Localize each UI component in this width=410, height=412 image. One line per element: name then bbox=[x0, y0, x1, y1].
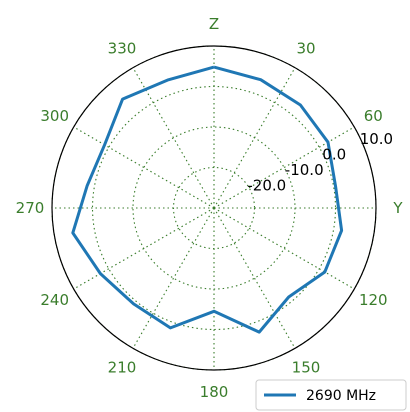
legend: 2690 MHz bbox=[255, 379, 407, 411]
polar-grid bbox=[51, 45, 377, 371]
angle-tick-label: 120 bbox=[359, 291, 388, 309]
legend-label: 2690 MHz bbox=[306, 388, 376, 404]
angular-grid-line bbox=[73, 126, 215, 209]
angle-tick-label: 300 bbox=[40, 107, 69, 125]
series-line bbox=[71, 65, 344, 334]
angle-tick-labels: Z 30 60 Y 120 150 180 210 240 270 300 330 bbox=[16, 15, 404, 401]
angular-grid-line bbox=[132, 207, 215, 349]
angular-grid-line bbox=[73, 207, 215, 290]
outer-ring bbox=[51, 45, 377, 371]
angle-tick-label: 30 bbox=[296, 40, 315, 58]
angle-tick-label: 60 bbox=[364, 107, 383, 125]
radial-tick-label: -10.0 bbox=[285, 161, 324, 179]
angular-grid-line bbox=[213, 67, 296, 209]
angular-grid-line bbox=[213, 207, 355, 290]
angular-grid-line bbox=[213, 126, 355, 209]
series-layer bbox=[71, 65, 344, 334]
angular-grid-line bbox=[132, 67, 215, 209]
angle-tick-label: 180 bbox=[200, 383, 229, 401]
angle-tick-label: Y bbox=[392, 199, 403, 217]
radial-tick-label: 0.0 bbox=[322, 146, 346, 164]
angle-tick-label: 150 bbox=[292, 358, 321, 376]
angle-tick-label: 330 bbox=[108, 40, 137, 58]
radial-tick-label: 10.0 bbox=[360, 130, 393, 148]
angle-tick-label: 240 bbox=[40, 291, 69, 309]
angle-tick-label: Z bbox=[209, 15, 219, 33]
legend-box bbox=[255, 379, 407, 411]
radial-tick-labels: -20.0-10.00.0 10.0 bbox=[247, 130, 393, 195]
angular-grid-line bbox=[213, 207, 296, 349]
angle-tick-label: 210 bbox=[108, 358, 137, 376]
angle-tick-label: 270 bbox=[16, 199, 45, 217]
radial-tick-label: -20.0 bbox=[247, 177, 286, 195]
